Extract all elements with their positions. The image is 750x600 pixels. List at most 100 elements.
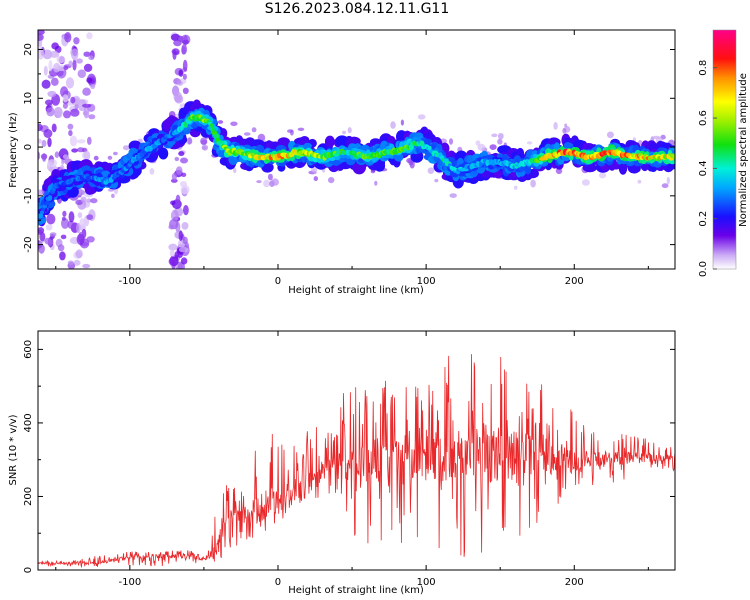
ridge-blob bbox=[335, 135, 350, 148]
noise-blob bbox=[174, 156, 180, 162]
colorbar-tick-label: 0.2 bbox=[698, 211, 709, 227]
noise-blob bbox=[182, 73, 187, 80]
noise-blob bbox=[62, 154, 69, 160]
noise-blob bbox=[44, 237, 51, 245]
noise-blob bbox=[111, 193, 115, 198]
noise-blob bbox=[63, 65, 69, 71]
spectrogram-ridge bbox=[38, 99, 675, 227]
noise-blob bbox=[243, 132, 251, 136]
noise-blob bbox=[181, 172, 187, 177]
noise-blob bbox=[178, 262, 184, 269]
noise-blob bbox=[42, 153, 47, 162]
noise-blob bbox=[182, 87, 189, 95]
noise-blob bbox=[60, 234, 67, 240]
noise-blob bbox=[64, 32, 72, 43]
noise-blob bbox=[88, 114, 96, 120]
noise-blob bbox=[491, 133, 498, 138]
noise-blob bbox=[54, 151, 60, 158]
noise-blob bbox=[370, 169, 376, 174]
noise-blob bbox=[263, 179, 270, 188]
noise-blob bbox=[176, 79, 182, 85]
noise-blob bbox=[70, 108, 80, 117]
noise-blob bbox=[38, 243, 45, 254]
noise-blob bbox=[267, 173, 273, 181]
noise-blob bbox=[77, 212, 83, 219]
noise-blob bbox=[417, 114, 426, 120]
noise-blob bbox=[74, 104, 79, 110]
noise-blob bbox=[67, 260, 74, 266]
colorbar-tick-label: 0.4 bbox=[698, 160, 709, 176]
noise-blob bbox=[201, 144, 209, 151]
noise-blob bbox=[47, 90, 57, 98]
noise-blob bbox=[61, 218, 69, 229]
noise-blob bbox=[122, 145, 130, 151]
noise-blob bbox=[149, 168, 155, 175]
noise-blob bbox=[43, 65, 48, 76]
noise-blob bbox=[168, 224, 175, 230]
noise-blob bbox=[38, 138, 42, 144]
noise-blob bbox=[666, 176, 670, 185]
noise-blob bbox=[47, 137, 52, 148]
noise-blob bbox=[182, 236, 188, 245]
noise-blob bbox=[49, 50, 60, 58]
noise-blob bbox=[59, 251, 66, 261]
x-tick-label: -100 bbox=[118, 577, 141, 588]
snr-frame bbox=[37, 330, 676, 571]
noise-blob bbox=[347, 127, 352, 134]
snr-x-ticks: -100 0 100 200 bbox=[55, 331, 649, 588]
noise-blob bbox=[217, 120, 224, 124]
noise-blob bbox=[46, 107, 55, 117]
noise-blob bbox=[182, 59, 188, 72]
noise-blob bbox=[45, 224, 53, 231]
noise-blob bbox=[67, 220, 75, 229]
colorbar-label: Normalized spectral amplitude bbox=[738, 73, 749, 227]
noise-blob bbox=[179, 181, 188, 187]
noise-blob bbox=[67, 123, 74, 130]
x-tick-label: 0 bbox=[275, 577, 281, 588]
noise-blob bbox=[183, 205, 189, 216]
noise-blob bbox=[46, 213, 56, 225]
colorbar-frame bbox=[712, 29, 737, 270]
noise-blob bbox=[181, 222, 189, 230]
snr-series-line bbox=[38, 354, 675, 569]
noise-blob bbox=[71, 148, 78, 153]
noise-blob bbox=[90, 198, 98, 204]
noise-blob bbox=[251, 127, 257, 133]
noise-blob bbox=[43, 129, 53, 138]
noise-blob bbox=[477, 143, 486, 151]
noise-blob bbox=[342, 130, 346, 135]
noise-blob bbox=[178, 247, 189, 253]
noise-blob bbox=[51, 42, 59, 50]
noise-blob bbox=[530, 179, 536, 188]
noise-blob bbox=[598, 172, 607, 179]
noise-blob bbox=[77, 69, 87, 78]
noise-blob bbox=[62, 102, 68, 109]
colorbar-tick-label: 0.0 bbox=[698, 261, 709, 277]
noise-blob bbox=[76, 58, 83, 64]
noise-blob bbox=[42, 49, 53, 60]
noise-blob bbox=[61, 216, 66, 221]
colorbar-tick-label: 0.6 bbox=[698, 110, 709, 126]
colorbar-tick-label: 0.8 bbox=[698, 60, 709, 76]
noise-blob bbox=[82, 87, 91, 96]
noise-blob bbox=[172, 49, 177, 60]
colorbar-ticks: 0.0 0.2 0.4 0.6 0.8 bbox=[698, 60, 717, 277]
noise-blob bbox=[374, 180, 378, 186]
noise-blob bbox=[48, 60, 53, 72]
noise-blob bbox=[178, 151, 185, 157]
ridge-blob bbox=[303, 142, 312, 150]
noise-blob bbox=[93, 155, 99, 161]
y-tick-label: 600 bbox=[23, 340, 34, 359]
noise-blob bbox=[555, 167, 563, 175]
noise-blob bbox=[113, 151, 118, 156]
ridge-blob bbox=[423, 138, 433, 145]
x-tick-label: 100 bbox=[417, 577, 436, 588]
ridge-blob bbox=[213, 133, 220, 139]
noise-blob bbox=[83, 63, 93, 72]
ridge-blob bbox=[261, 162, 274, 173]
noise-blob bbox=[180, 185, 190, 195]
noise-blob bbox=[41, 139, 47, 148]
noise-blob bbox=[76, 233, 85, 246]
